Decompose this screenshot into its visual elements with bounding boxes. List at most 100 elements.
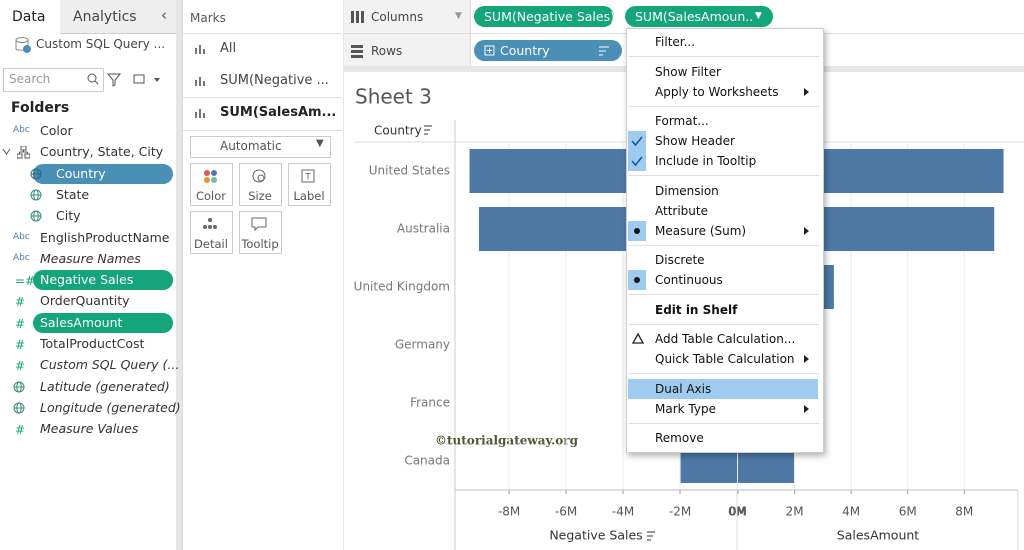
field[interactable]: Latitude (generated) xyxy=(40,378,170,394)
globe-icon xyxy=(13,402,25,414)
row-label: France xyxy=(410,396,450,410)
mark-type-dropdown[interactable] xyxy=(190,136,331,158)
menu-item[interactable]: Include in Tooltip xyxy=(655,154,757,168)
x-tick-label: -6M xyxy=(555,505,577,519)
row-label: Canada xyxy=(404,454,450,468)
marks-card[interactable]: SUM(Negative ... xyxy=(220,73,329,88)
menu-item[interactable]: Dimension xyxy=(655,183,719,198)
menu-item[interactable]: Quick Table Calculation xyxy=(655,352,795,366)
menu-mark xyxy=(634,277,640,283)
x-tick-label: 2M xyxy=(786,505,804,519)
menu-separator xyxy=(629,323,819,325)
tab-bg xyxy=(60,0,176,34)
menu-item[interactable]: Add Table Calculation... xyxy=(655,332,796,346)
button-label: Tooltip xyxy=(241,237,279,251)
pill-label: SUM(SalesAmoun.. xyxy=(635,9,754,24)
field-pill[interactable] xyxy=(33,163,173,184)
field[interactable]: City xyxy=(56,208,81,224)
divider xyxy=(182,33,342,34)
field[interactable]: Measure Values xyxy=(40,421,139,437)
menu-item[interactable]: Measure (Sum) xyxy=(655,223,747,238)
menu-separator xyxy=(629,105,819,107)
column-pill[interactable] xyxy=(474,6,614,27)
menu-item[interactable]: Mark Type xyxy=(655,401,716,416)
menu-separator xyxy=(629,56,819,57)
field[interactable]: Country, State, City xyxy=(40,144,164,160)
field[interactable]: TotalProductCost xyxy=(40,336,145,351)
datasource-icon xyxy=(15,37,31,53)
search-tools[interactable] xyxy=(84,70,164,90)
mark-type[interactable]: Automatic xyxy=(220,139,282,153)
sheet-title: Sheet 3 xyxy=(355,85,432,109)
field[interactable]: Custom SQL Query (... xyxy=(40,357,180,373)
button-label: Label xyxy=(293,189,325,203)
marks-button[interactable] xyxy=(190,163,233,206)
button-icon xyxy=(252,169,266,183)
sort-icon[interactable] xyxy=(424,125,432,135)
collapse-icon[interactable]: ‹ xyxy=(161,6,167,24)
field[interactable]: SalesAmount xyxy=(40,314,123,330)
pill-label: SUM(Negative Sales) xyxy=(484,9,615,24)
field[interactable]: State xyxy=(56,186,90,202)
field[interactable]: Measure Names xyxy=(40,250,141,266)
tab[interactable]: Analytics xyxy=(73,9,137,25)
menu-item[interactable]: Show Filter xyxy=(655,64,721,79)
pill-arrow: ▼ xyxy=(755,11,762,21)
field-pill[interactable] xyxy=(33,270,173,291)
dropdown-arrow[interactable]: ▼ xyxy=(455,11,462,21)
field-type-icon: # xyxy=(15,338,26,352)
field[interactable]: EnglishProductName xyxy=(40,229,170,245)
globe-icon xyxy=(30,210,42,222)
expand-caret xyxy=(2,149,11,156)
search-box[interactable] xyxy=(3,68,104,92)
globe-icon xyxy=(30,168,42,180)
button-label: Detail xyxy=(194,237,228,251)
sort-icon xyxy=(647,531,655,541)
menu-item[interactable]: Dual Axis xyxy=(655,381,712,396)
marks-card[interactable]: All xyxy=(220,41,237,56)
field[interactable]: Longitude (generated) xyxy=(40,399,181,415)
rows-label: Rows xyxy=(371,44,403,58)
row-label: Australia xyxy=(397,222,450,236)
menu-item[interactable]: Apply to Worksheets xyxy=(655,84,779,99)
menu-item[interactable]: Show Header xyxy=(655,134,735,148)
datasource[interactable]: Custom SQL Query ... xyxy=(36,37,166,51)
field-type-icon: Abc xyxy=(13,125,30,135)
row-pill[interactable] xyxy=(474,40,622,61)
menu-item[interactable]: Discrete xyxy=(655,253,705,267)
column-pill[interactable] xyxy=(625,6,773,27)
button-label: Size xyxy=(248,189,272,203)
field[interactable]: Color xyxy=(40,123,73,138)
menu-item[interactable]: Format... xyxy=(655,114,709,128)
submenu-arrow xyxy=(804,226,809,235)
row-label: Germany xyxy=(395,338,450,352)
x-tick-label: -2M xyxy=(669,505,691,519)
row-label: United States xyxy=(369,164,450,178)
field[interactable]: OrderQuantity xyxy=(40,293,130,309)
field[interactable]: Negative Sales xyxy=(40,272,134,288)
field-pill[interactable] xyxy=(33,312,173,333)
folders-heading: Folders xyxy=(11,100,70,116)
submenu-arrow xyxy=(804,404,809,413)
rows-icon xyxy=(351,45,363,58)
menu-separator xyxy=(629,422,819,424)
menu-item[interactable]: Attribute xyxy=(655,203,708,218)
field[interactable]: Country xyxy=(56,165,106,181)
marks-card[interactable]: SUM(SalesAm... xyxy=(220,105,337,120)
watermark: ©tutorialgateway.org xyxy=(435,434,579,448)
globe-icon xyxy=(13,381,25,393)
menu-item[interactable]: Edit in Shelf xyxy=(655,302,738,317)
menu-item[interactable]: Filter... xyxy=(655,35,696,49)
row-label: United Kingdom xyxy=(354,280,450,294)
tab[interactable]: Data xyxy=(12,9,46,25)
menu-item[interactable]: Remove xyxy=(655,431,704,445)
menu-mark-bg xyxy=(628,131,646,151)
button-icon xyxy=(251,217,267,232)
marks-button[interactable] xyxy=(190,211,233,254)
x-tick-label: 0M xyxy=(729,505,747,519)
menu-item[interactable]: Continuous xyxy=(655,273,723,287)
row-header[interactable]: Country xyxy=(374,124,422,138)
dropdown-arrow[interactable]: ▼ xyxy=(316,138,324,149)
field-type-icon: # xyxy=(15,423,26,438)
menu-mark xyxy=(631,332,645,344)
